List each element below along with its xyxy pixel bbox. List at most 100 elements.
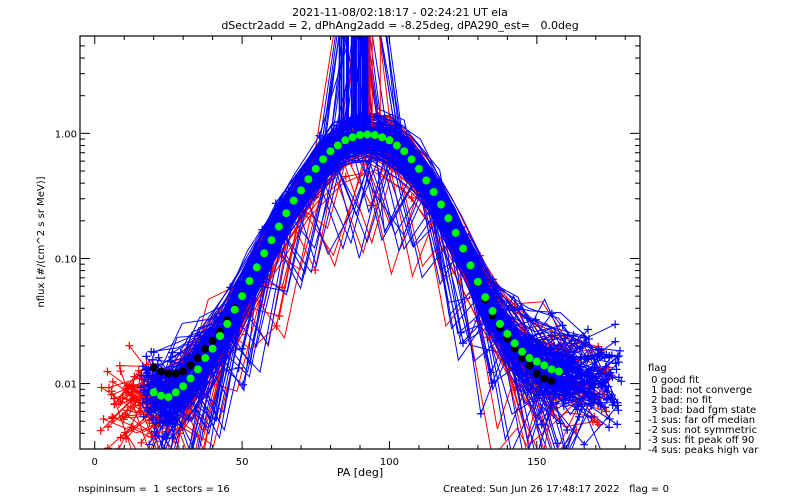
data-point-marker (615, 346, 624, 355)
data-point-marker (377, 125, 386, 134)
data-point-marker (580, 440, 589, 449)
fit-point (370, 131, 379, 140)
fit-point (311, 164, 320, 173)
fit-point (319, 155, 328, 164)
data-point-marker (155, 452, 163, 460)
fit-point (282, 209, 291, 218)
data-point-marker (593, 418, 602, 427)
data-point-marker (553, 439, 562, 448)
data-point-marker (151, 370, 160, 379)
data-point-marker (595, 349, 604, 358)
data-point-marker (157, 455, 165, 463)
data-point-marker (611, 337, 620, 346)
data-point-marker (234, 363, 243, 372)
fit-point (304, 175, 313, 184)
fit-series-green (149, 130, 563, 402)
data-point-marker (138, 399, 147, 408)
data-point-marker (130, 372, 139, 381)
data-point-marker (311, 265, 320, 274)
fit-point (532, 369, 541, 378)
fit-point (510, 339, 519, 348)
fit-point (407, 155, 416, 164)
data-point-marker (200, 336, 209, 345)
data-point-marker (609, 475, 617, 483)
series-blue (136, 36, 626, 483)
fit-point (164, 393, 173, 402)
fit-point (348, 133, 357, 142)
fit-point (157, 367, 166, 376)
data-point-marker (139, 412, 148, 421)
fit-point (149, 363, 158, 372)
data-point-marker (341, 172, 350, 181)
data-point-marker (523, 314, 532, 323)
data-point-marker (155, 418, 164, 427)
fit-point (518, 347, 527, 356)
data-point-marker (142, 460, 150, 468)
fit-point (186, 361, 195, 370)
flux-line (151, 36, 581, 353)
y-tick-label: 0.10 (55, 254, 77, 265)
fit-point (444, 214, 453, 223)
data-point-marker (583, 325, 592, 334)
fit-point (186, 374, 195, 383)
fit-point (385, 136, 394, 145)
data-point-marker (116, 433, 125, 442)
fit-point (503, 329, 512, 338)
data-point-marker (563, 357, 572, 366)
fit-point (164, 369, 173, 378)
data-point-marker (614, 373, 623, 382)
data-point-marker (108, 414, 117, 423)
data-point-marker (559, 402, 568, 411)
data-point-marker (601, 403, 610, 412)
fit-point (481, 293, 490, 302)
data-point-marker (612, 365, 621, 374)
x-axis-label: PA [deg] (337, 466, 383, 479)
fit-point (333, 141, 342, 150)
data-point-marker (116, 397, 125, 406)
data-point-marker (588, 380, 597, 389)
legend-entry: 1 bad: not converge (648, 385, 752, 396)
fit-point (238, 292, 247, 301)
fit-point (378, 133, 387, 142)
data-point-marker (142, 398, 151, 407)
chart-title-line2: dSectr2add = 2, dPhAng2add = -8.25deg, d… (221, 19, 578, 32)
data-point-marker (600, 353, 609, 362)
fit-point (252, 263, 261, 272)
data-point-marker (547, 331, 556, 340)
data-point-marker (145, 440, 154, 449)
data-point-marker (586, 395, 595, 404)
data-point-marker (125, 341, 134, 350)
data-point-marker (149, 348, 158, 357)
fit-point (223, 319, 232, 328)
y-tick-label: 1.00 (55, 129, 77, 140)
fit-point (289, 196, 298, 205)
data-point-marker (146, 469, 154, 477)
data-point-marker (413, 179, 422, 188)
fit-point (437, 200, 446, 209)
x-tick-label: 50 (236, 457, 249, 468)
data-point-marker (563, 331, 572, 340)
fit-point (230, 305, 239, 314)
data-point-marker (146, 408, 155, 417)
fit-point (171, 388, 180, 397)
data-point-marker (140, 375, 149, 384)
fit-point (518, 354, 527, 363)
fit-point (297, 186, 306, 195)
x-tick-label: 0 (92, 457, 98, 468)
fit-point (547, 376, 556, 385)
data-point-marker (563, 425, 572, 434)
data-point-marker (165, 401, 174, 410)
footer-left: nspininsum = 1 sectors = 16 (78, 484, 230, 495)
data-point-marker (122, 382, 131, 391)
data-point-marker (138, 362, 147, 371)
fit-point (414, 164, 423, 173)
data-point-marker (531, 315, 540, 324)
legend-entry: -4 sus: peaks high var (648, 445, 759, 456)
axes: 0 50 100 150 1.00 0.10 0.01 (55, 35, 640, 468)
fit-point (157, 391, 166, 400)
flux-line (152, 112, 610, 386)
fit-point (201, 354, 210, 363)
data-point-marker (151, 419, 160, 428)
fit-point (363, 130, 372, 139)
data-point-marker (137, 438, 146, 447)
